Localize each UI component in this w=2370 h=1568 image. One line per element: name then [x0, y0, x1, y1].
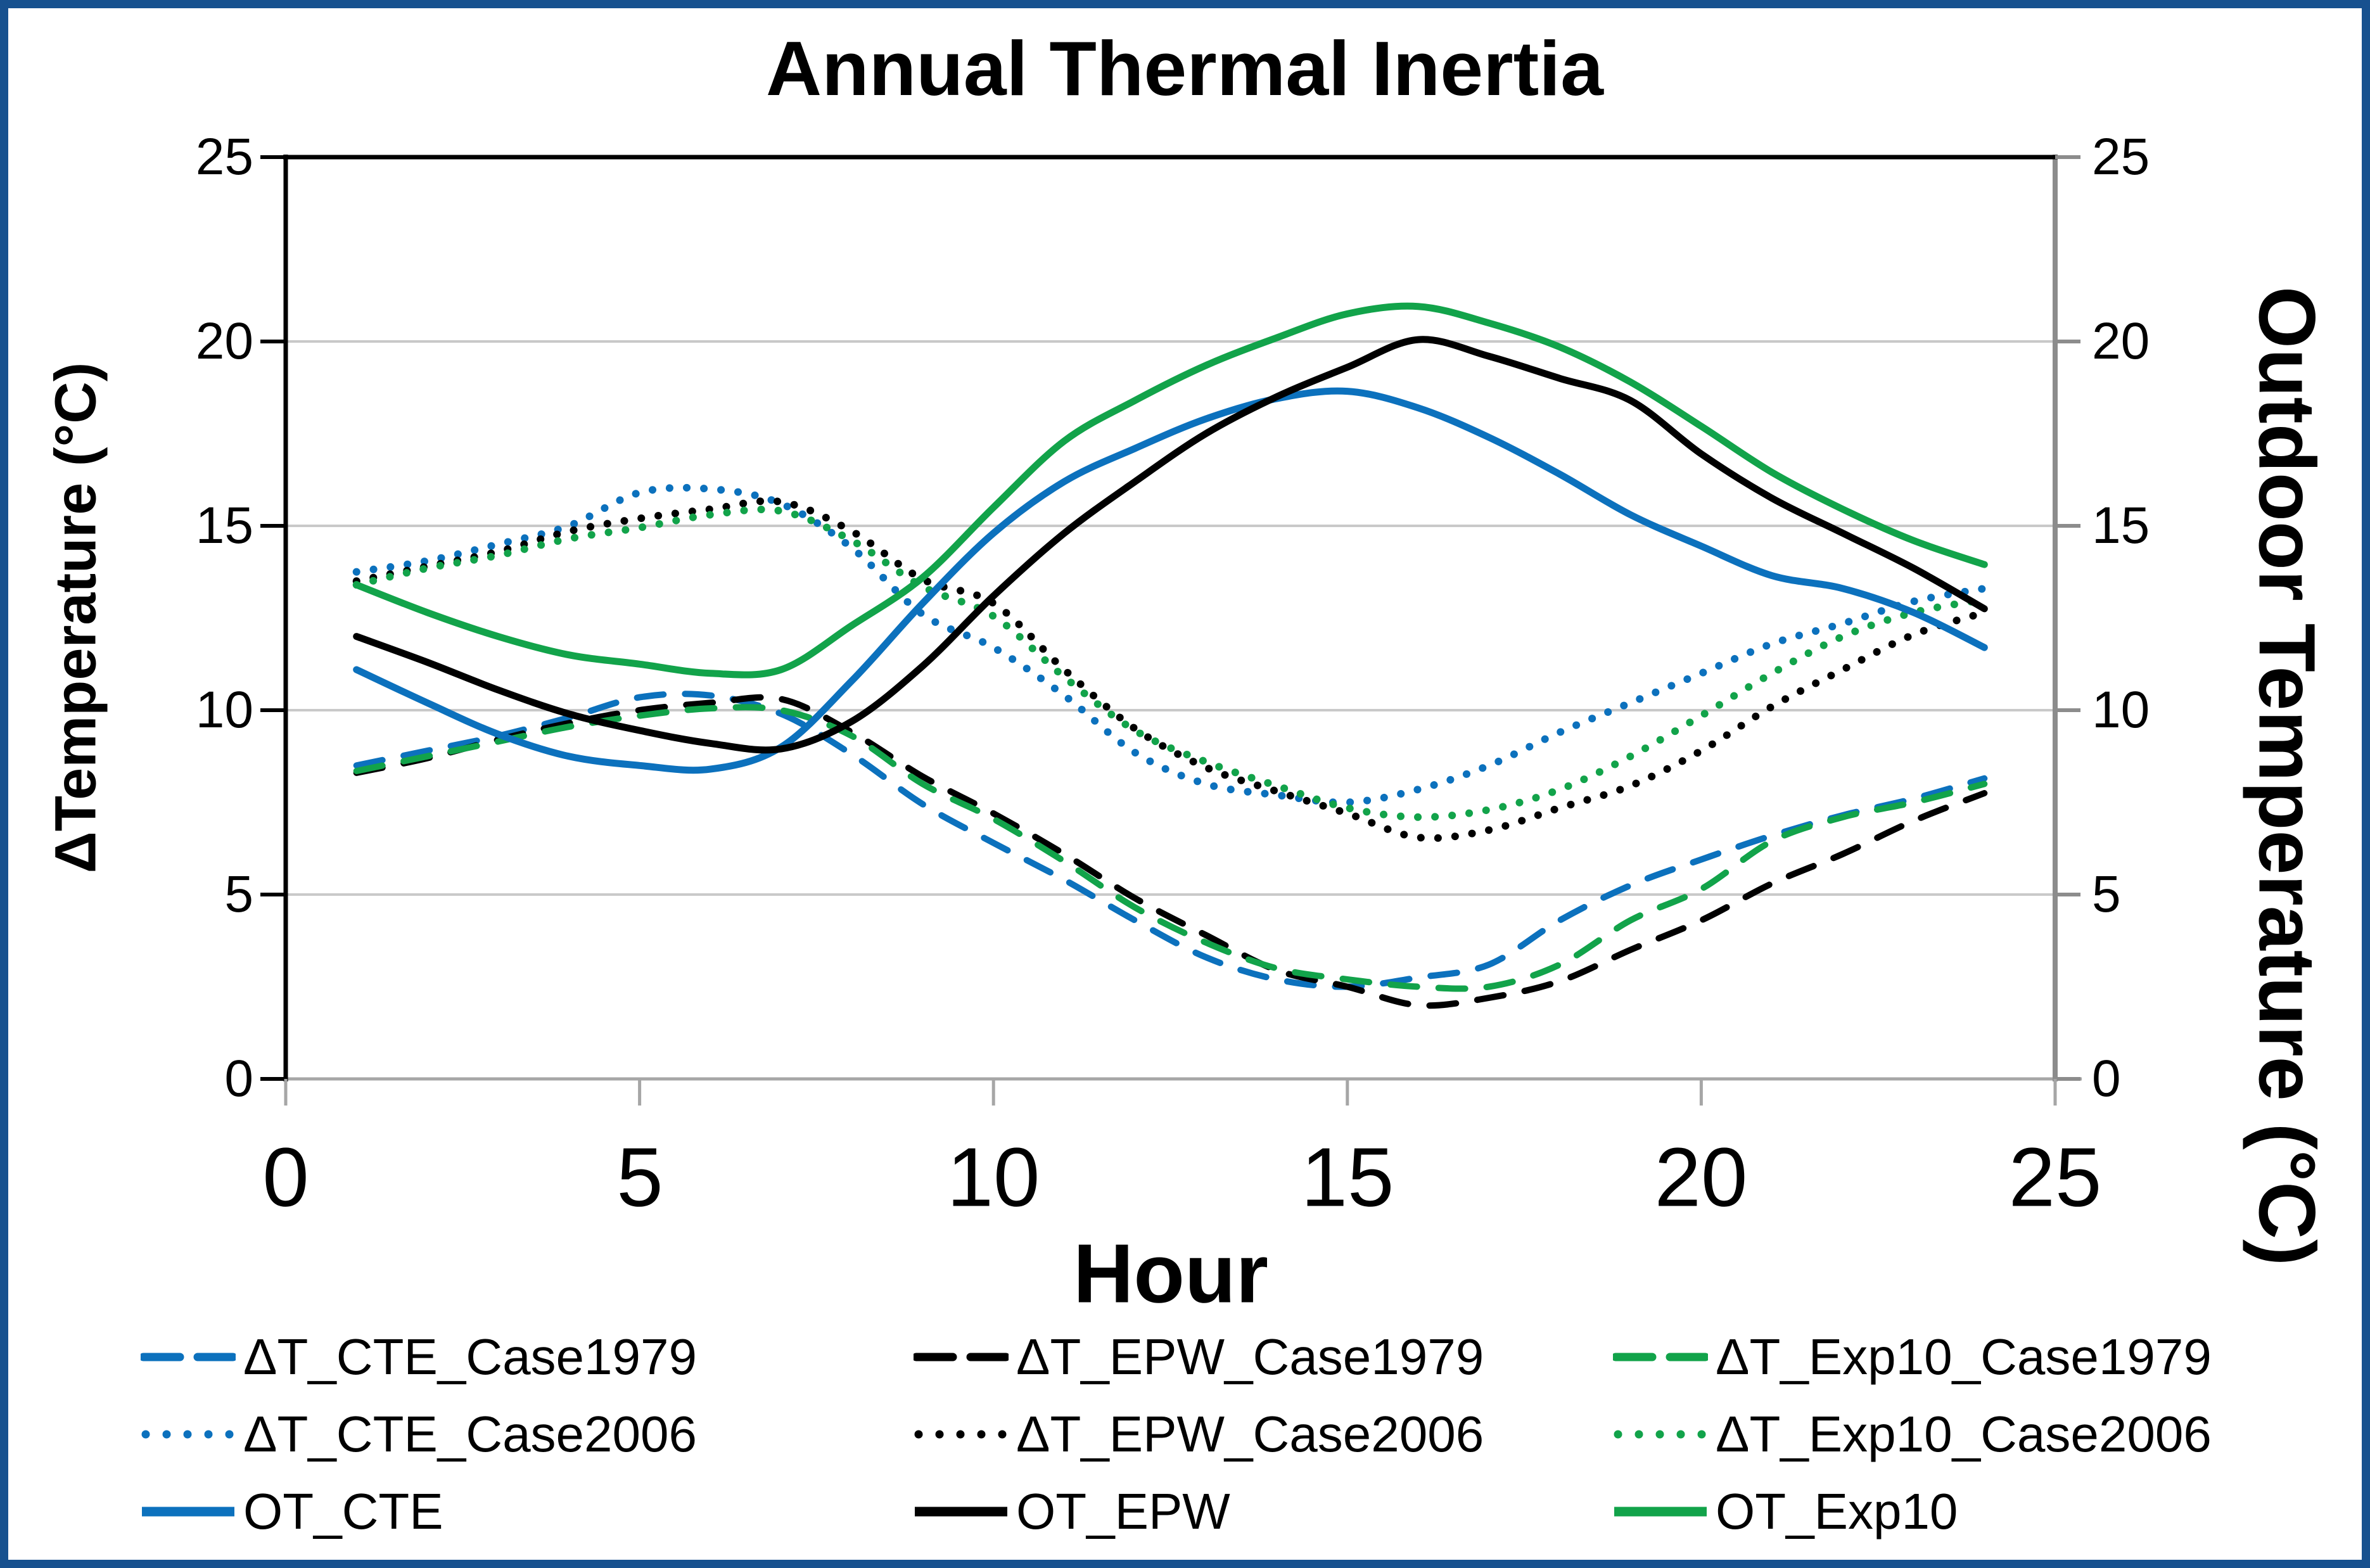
x-tick-15: 15 — [1301, 1130, 1394, 1224]
dotted-line-icon — [141, 1430, 236, 1439]
dashed-line-icon — [1613, 1353, 1708, 1361]
dotted-line-icon — [1614, 1430, 1708, 1439]
solid-line-icon — [915, 1507, 1007, 1517]
legend-item-dt-epw-1979: ΔT_EPW_Case1979 — [914, 1327, 1484, 1387]
solid-line-icon — [142, 1507, 234, 1517]
legend-label: ΔT_EPW_Case2006 — [1016, 1406, 1484, 1462]
legend-item-dt-epw-2006: ΔT_EPW_Case2006 — [914, 1404, 1484, 1465]
series-ΔT_Exp10_Case1979 — [353, 704, 1988, 992]
left-y-tick-10: 10 — [195, 681, 253, 739]
legend-label: OT_CTE — [243, 1483, 443, 1539]
left-y-tick-15: 15 — [195, 497, 253, 554]
right-y-tick-10: 10 — [2092, 681, 2150, 739]
dashed-line-icon — [914, 1353, 1009, 1361]
legend-item-ot-cte: OT_CTE — [141, 1481, 443, 1542]
right-y-tick-5: 5 — [2092, 865, 2121, 923]
x-tick-5: 5 — [616, 1130, 663, 1224]
left-y-tick-5: 5 — [224, 865, 253, 923]
x-axis-label: Hour — [1073, 1227, 1268, 1320]
right-y-tick-15: 15 — [2092, 497, 2150, 554]
x-tick-25: 25 — [2008, 1130, 2102, 1224]
legend-item-ot-epw: OT_EPW — [914, 1481, 1230, 1542]
right-y-tick-25: 25 — [2092, 128, 2150, 186]
legend-label: ΔT_Exp10_Case2006 — [1716, 1406, 2212, 1462]
legend-label: ΔT_CTE_Case2006 — [243, 1406, 698, 1462]
dashed-line-icon — [141, 1353, 236, 1361]
series-ΔT_CTE_Case2006 — [352, 483, 1989, 806]
legend-label: ΔT_EPW_Case1979 — [1016, 1329, 1484, 1385]
left-y-tick-0: 0 — [224, 1050, 253, 1107]
legend-item-ot-exp10: OT_Exp10 — [1613, 1481, 1958, 1542]
x-tick-10: 10 — [946, 1130, 1040, 1224]
solid-line-icon — [1614, 1507, 1707, 1517]
dotted-line-icon — [914, 1430, 1009, 1439]
series-OT_EPW — [353, 336, 1988, 754]
legend-label: OT_EPW — [1016, 1483, 1230, 1539]
left-y-tick-25: 25 — [195, 128, 253, 186]
legend-item-dt-cte-1979: ΔT_CTE_Case1979 — [141, 1327, 697, 1387]
chart-title: Annual Thermal Inertia — [766, 25, 1603, 112]
right-y-tick-0: 0 — [2092, 1050, 2121, 1107]
legend-item-dt-exp10-1979: ΔT_Exp10_Case1979 — [1613, 1327, 2212, 1387]
series-ΔT_EPW_Case1979 — [353, 694, 1988, 1009]
x-tick-0: 0 — [262, 1130, 309, 1224]
series-ΔT_CTE_Case1979 — [353, 691, 1988, 990]
legend-label: OT_Exp10 — [1716, 1483, 1958, 1539]
series-OT_CTE — [353, 387, 1988, 774]
legend-item-dt-cte-2006: ΔT_CTE_Case2006 — [141, 1404, 697, 1465]
series-ΔT_Exp10_Case2006 — [352, 506, 1989, 821]
legend-label: ΔT_CTE_Case1979 — [243, 1329, 698, 1385]
series-ΔT_EPW_Case2006 — [352, 497, 1989, 843]
x-tick-20: 20 — [1654, 1130, 1748, 1224]
left-y-tick-20: 20 — [195, 312, 253, 370]
right-y-tick-20: 20 — [2092, 312, 2150, 370]
legend-item-dt-exp10-2006: ΔT_Exp10_Case2006 — [1613, 1404, 2212, 1465]
legend-label: ΔT_Exp10_Case1979 — [1716, 1329, 2212, 1385]
series-OT_Exp10 — [353, 302, 1988, 679]
